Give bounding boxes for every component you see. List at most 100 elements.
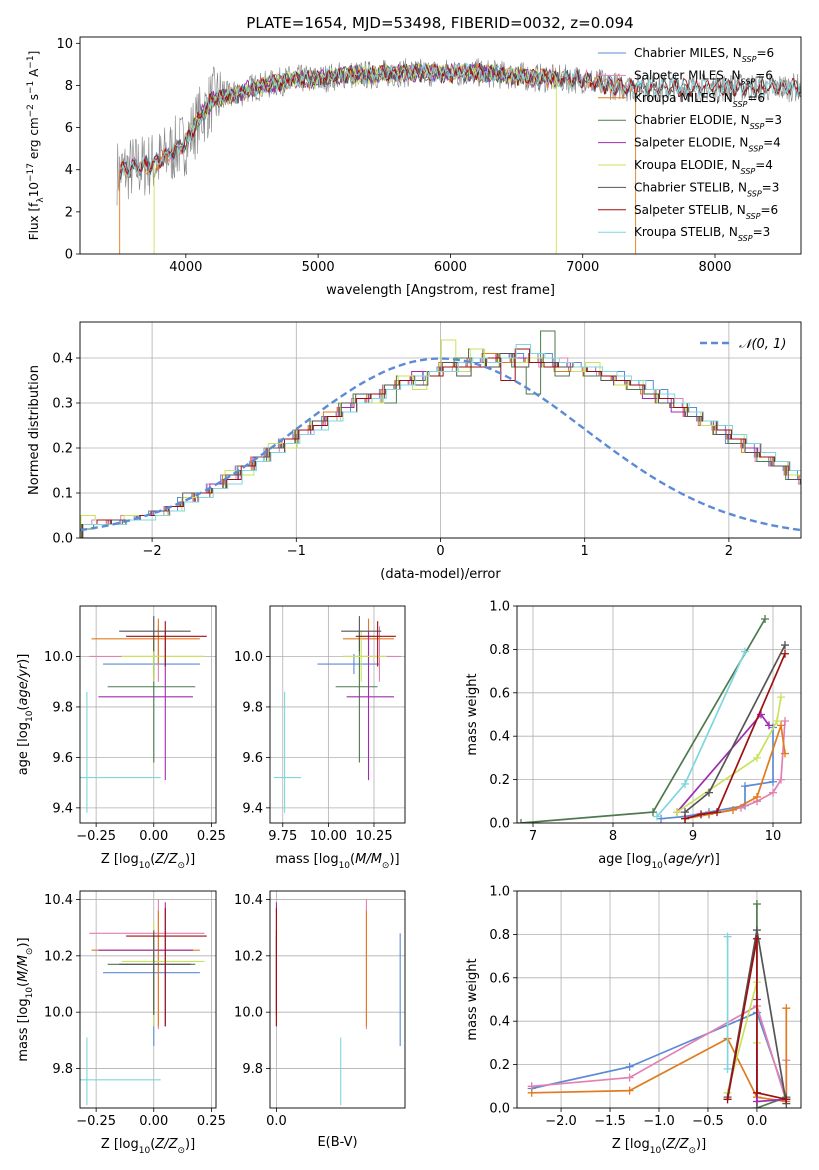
plus-marker	[773, 717, 781, 726]
legend-suffix: =4	[755, 158, 773, 172]
plus-marker	[777, 693, 785, 702]
plus-marker	[673, 808, 681, 817]
y-tick-label: 0.6	[489, 971, 510, 986]
y-tick-label: 9.4	[242, 801, 263, 816]
spectrum-ylabel-part: A	[27, 68, 41, 81]
z_mass-xlabel-part: 10	[139, 1146, 151, 1156]
errorbar-k_stelib	[80, 1037, 161, 1106]
z_weight-ylabel: mass weight	[465, 958, 480, 1040]
age_weight-xlabel-part: age [log	[598, 852, 651, 867]
legend-sub: SSP	[742, 55, 757, 64]
plus-marker	[653, 812, 661, 821]
plus-marker	[777, 775, 785, 784]
histogram-k_elodie	[80, 339, 801, 538]
x-tick-label: −1	[287, 544, 306, 559]
plus-marker	[723, 932, 732, 941]
y-tick-label: 0	[65, 248, 73, 263]
legend-label: Chabrier MILES, N	[634, 46, 742, 60]
plus-marker	[649, 808, 657, 817]
x-tick-label: −0.5	[692, 1114, 724, 1129]
mass_age-xlabel: mass [log10(M/M⊙)]	[275, 852, 399, 871]
x-tick-label: 0.00	[139, 1114, 168, 1129]
plus-marker	[527, 1088, 536, 1097]
y-tick-label: 0.4	[52, 352, 73, 367]
x-tick-label: 0.0	[747, 1114, 768, 1129]
plus-marker	[752, 900, 761, 909]
y-tick-label: 0.0	[489, 817, 510, 832]
plus-marker	[765, 721, 773, 730]
x-tick-label: 8000	[698, 260, 731, 275]
histogram-c_stelib	[81, 353, 801, 538]
plus-marker	[782, 1095, 791, 1104]
legend-suffix: =4	[763, 136, 781, 150]
spectrum-ylabel-part: Flux [f	[27, 202, 41, 240]
x-tick-label: 0.25	[197, 829, 226, 844]
y-tick-label: 2	[65, 205, 73, 220]
legend-entry: 𝒩(0, 1)	[739, 337, 786, 352]
legend-suffix: =3	[762, 180, 780, 194]
z_mass-xlabel-part: )]	[185, 1137, 195, 1152]
y-tick-label: 10.2	[44, 949, 73, 964]
weight-line-k_miles	[531, 1008, 788, 1103]
mass_age-xlabel-part: mass [log	[275, 852, 338, 867]
y-tick-label: 9.4	[52, 801, 73, 816]
z_age-ylabel: age [log10(age/yr)]	[16, 654, 35, 776]
x-tick-label: −1.0	[643, 1114, 675, 1129]
legend-entry: Salpeter ELODIE, NSSP=4	[634, 136, 781, 154]
y-tick-label: 9.8	[52, 1062, 73, 1077]
z_weight-xlabel-part: 10	[650, 1146, 662, 1156]
x-tick-label: −0.25	[76, 1114, 116, 1129]
model-spectrum-k_stelib	[119, 62, 801, 179]
z_mass-xlabel-part: Z [log	[101, 1137, 139, 1152]
z_weight-plot	[527, 900, 791, 1108]
y-tick-label: 0.3	[52, 397, 73, 412]
y-tick-label: 8	[65, 79, 73, 94]
x-tick-label: 0	[436, 544, 444, 559]
gaussian-curve	[80, 357, 801, 532]
z_mass-xlabel: Z [log10(Z/Z⊙)]	[101, 1137, 195, 1156]
spectrum-ylabel-part: −1	[26, 81, 36, 94]
legend-label: Kroupa STELIB, N	[634, 225, 738, 239]
z_age-xlabel-part: ⊙	[177, 861, 185, 871]
mass_age-xlabel-part: )]	[389, 852, 399, 867]
plus-marker	[753, 792, 761, 801]
plus-marker	[782, 1004, 791, 1013]
ebv_mass-plot	[275, 899, 401, 1106]
plus-marker	[729, 805, 737, 814]
axes-frame	[79, 321, 802, 539]
mass_age-xlabel-part: M/M	[355, 852, 382, 867]
errorbar-s_stelib	[126, 907, 207, 1027]
plus-marker	[723, 1064, 732, 1073]
legend-sub: SSP	[750, 122, 765, 131]
mass_age-xlabel-part: 10	[339, 861, 351, 871]
mass_age-plot	[273, 616, 402, 813]
age_weight-xlabel-part: (	[663, 852, 668, 867]
histogram-ylabel: Normed distribution	[27, 365, 42, 495]
errorbar-k_stelib	[80, 691, 161, 813]
weight-line-s_stelib	[684, 653, 786, 820]
y-tick-label: 9.8	[242, 700, 263, 715]
plus-marker	[681, 814, 689, 823]
y-tick-label: 9.6	[52, 751, 73, 766]
legend-sub: SSP	[746, 211, 761, 220]
age_weight-xlabel-part: )]	[710, 852, 720, 867]
z_mass-axes: −0.25 0.00 0.25 9.8 10.0 10.2 10.4	[44, 891, 226, 1129]
axes-frame	[79, 890, 217, 1109]
legend-entry: Salpeter STELIB, NSSP=6	[634, 203, 778, 221]
legend-suffix: =6	[760, 203, 778, 217]
age_weight-xlabel-part: age/yr	[668, 852, 711, 867]
y-tick-label: 10.4	[234, 893, 263, 908]
legend-sub: SSP	[733, 99, 748, 108]
histogram-s_elodie	[80, 353, 801, 538]
y-tick-label: 0.4	[489, 730, 510, 745]
errorbar-s_miles	[89, 626, 205, 682]
plus-marker	[713, 808, 721, 817]
x-tick-label: 9.75	[268, 829, 297, 844]
plus-marker	[752, 1097, 761, 1106]
plus-marker	[753, 753, 761, 762]
spectrum-xlabel: wavelength [Angstrom, rest frame]	[326, 283, 555, 298]
errorbar-k_elodie	[121, 922, 205, 1027]
legend-label: Chabrier ELODIE, N	[634, 113, 750, 127]
axes-frame	[516, 890, 802, 1109]
